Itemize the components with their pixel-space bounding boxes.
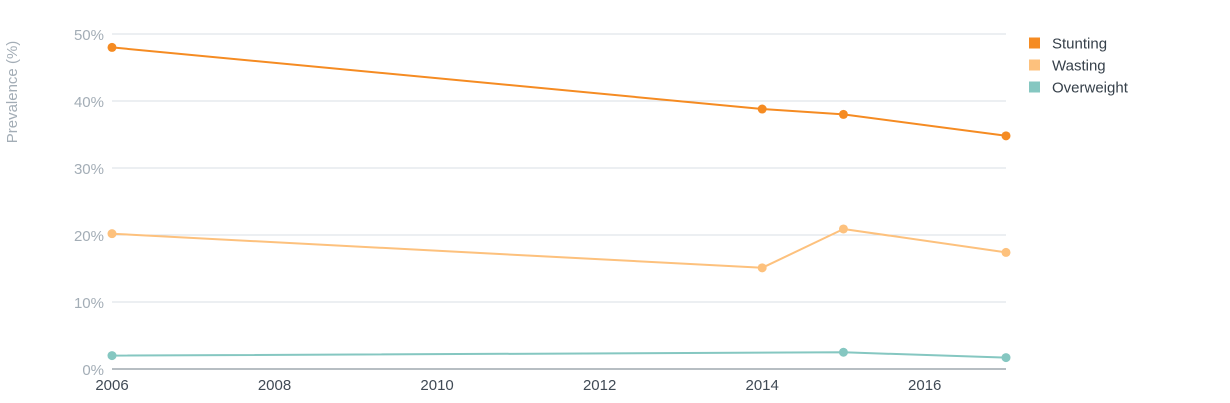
data-point-wasting[interactable] — [838, 224, 848, 234]
legend-swatch-overweight[interactable] — [1029, 81, 1040, 93]
x-tick-label: 2006 — [95, 377, 128, 394]
data-point-stunting[interactable] — [838, 109, 848, 119]
x-tick-label: 2008 — [258, 377, 291, 394]
y-tick-label: 30% — [74, 161, 104, 178]
data-point-wasting[interactable] — [1001, 247, 1011, 257]
series-line-overweight — [111, 351, 1007, 359]
data-point-wasting[interactable] — [757, 263, 767, 273]
data-point-stunting[interactable] — [1001, 131, 1011, 141]
y-tick-label: 50% — [74, 27, 104, 44]
data-point-stunting[interactable] — [107, 42, 117, 52]
legend-label-wasting[interactable]: Wasting — [1052, 58, 1106, 75]
x-tick-label: 2016 — [908, 377, 941, 394]
data-point-overweight[interactable] — [1001, 353, 1011, 363]
x-tick-label: 2012 — [583, 377, 616, 394]
series-line-wasting — [111, 228, 1007, 269]
legend-label-overweight[interactable]: Overweight — [1052, 80, 1129, 97]
legend-swatch-wasting[interactable] — [1029, 59, 1040, 71]
series-line-stunting — [111, 46, 1007, 137]
grid-layer — [112, 33, 1006, 303]
y-axis-label: Prevalence (%) — [4, 41, 21, 144]
series-layer — [107, 42, 1011, 363]
legend-swatch-stunting[interactable] — [1029, 37, 1040, 49]
y-tick-label: 10% — [74, 295, 104, 312]
axis-layer: 0% 10% 20% 30% 40% 50% 2006 2008 2010 2012 2014 201… — [74, 27, 1006, 394]
data-point-wasting[interactable] — [107, 229, 117, 239]
legend-label-stunting[interactable]: Stunting — [1052, 36, 1107, 53]
legend: Stunting Wasting Overweight — [1029, 36, 1129, 97]
y-tick-label: 40% — [74, 94, 104, 111]
x-tick-label: 2010 — [420, 377, 453, 394]
y-tick-label: 20% — [74, 228, 104, 245]
y-tick-label: 0% — [82, 362, 104, 379]
x-tick-label: 2014 — [745, 377, 778, 394]
data-point-stunting[interactable] — [757, 104, 767, 114]
data-point-overweight[interactable] — [838, 347, 848, 357]
data-point-overweight[interactable] — [107, 351, 117, 361]
